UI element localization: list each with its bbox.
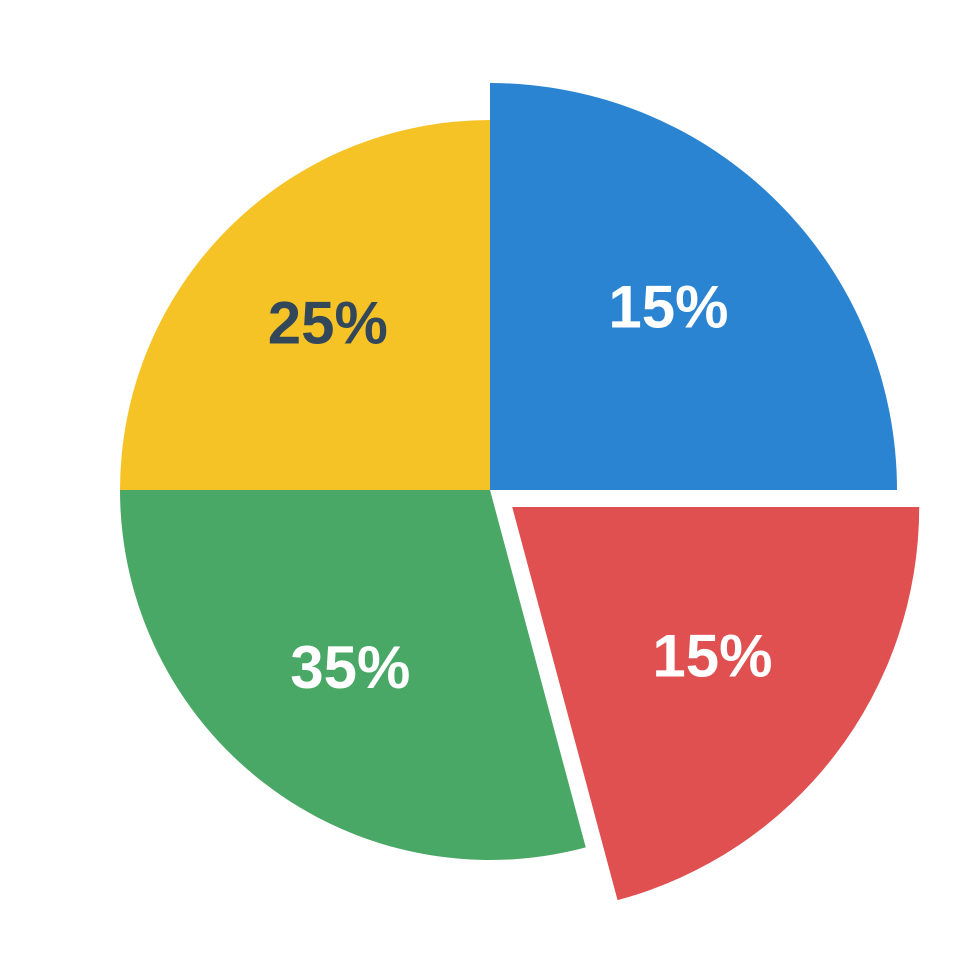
pie-slice-label-yellow: 25% [268, 290, 388, 357]
pie-slice-label-green: 35% [290, 634, 410, 701]
pie-slice-label-red: 15% [652, 623, 772, 690]
pie-chart: 15% 15% 35% 25% [0, 0, 980, 980]
pie-slice-label-blue: 15% [608, 273, 728, 340]
pie-chart-svg: 15% 15% 35% 25% [0, 0, 980, 980]
